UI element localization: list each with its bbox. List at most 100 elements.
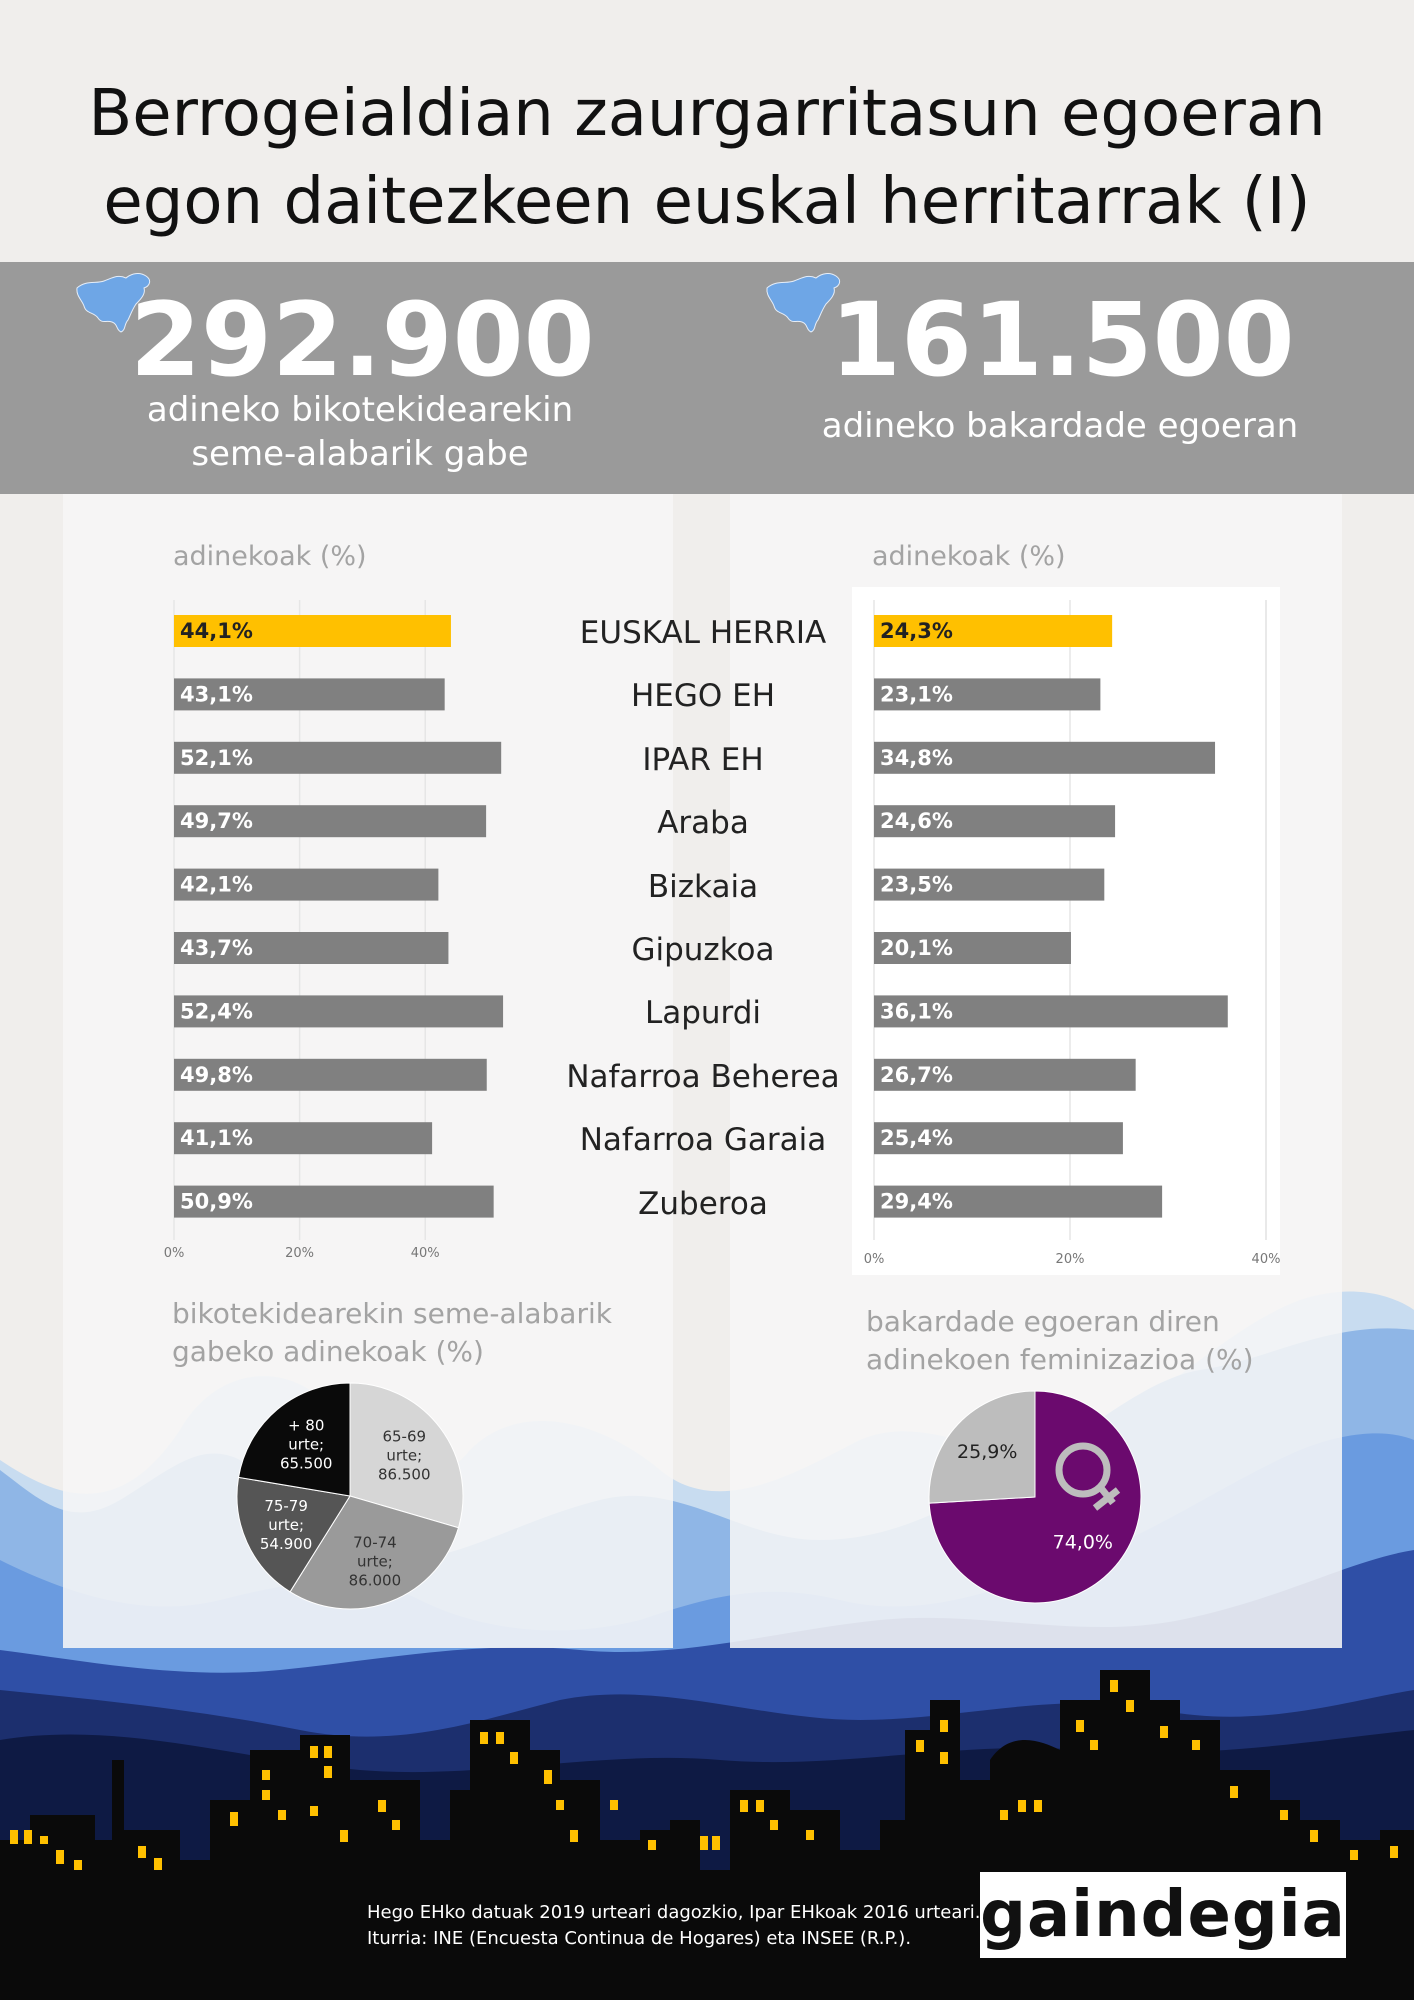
pie-slice [237, 1382, 351, 1497]
page-title: Berrogeialdian zaurgarritasun egoeran eg… [0, 70, 1414, 246]
right-pie-title: bakardade egoeran diren adinekoen femini… [866, 1303, 1254, 1379]
pie-slice-label: urte; [357, 1552, 393, 1570]
gaindegia-logo: gaindegia [980, 1872, 1346, 1958]
bar-value-label: 44,1% [180, 619, 253, 643]
bar-value-label: 24,3% [880, 619, 953, 643]
pie-slice-label: urte; [386, 1446, 422, 1464]
bar-value-label: 41,1% [180, 1126, 253, 1150]
bar [174, 678, 445, 711]
bar [174, 995, 504, 1028]
pie-slice-label: urte; [268, 1516, 304, 1534]
bar [174, 932, 449, 964]
bar-value-label: 36,1% [880, 999, 953, 1023]
bar-value-label: 23,5% [880, 873, 953, 897]
bar-value-label: 52,1% [180, 746, 253, 770]
bar-value-label: 34,8% [880, 746, 953, 770]
bar-value-label: 52,4% [180, 999, 253, 1023]
bar [874, 678, 1101, 711]
bar-value-label: 29,4% [880, 1190, 953, 1214]
bar [874, 1058, 1136, 1091]
bar [174, 868, 439, 901]
couples-count: 292.900 [130, 281, 595, 400]
x-tick-label: 20% [285, 1246, 314, 1261]
pie-slice-label: 86.500 [378, 1465, 431, 1483]
pie-slice-label: 86.000 [349, 1571, 402, 1589]
bar-charts: 0% 20% 40% 44,1% 43,1% 52,1% 49,7% 42,1% 43,7% 52… [164, 600, 1281, 1267]
right-pie-title-line-1: bakardade egoeran diren [866, 1305, 1220, 1338]
alone-caption: adineko bakardade egoeran [800, 404, 1320, 448]
bar-value-label: 43,7% [180, 936, 253, 960]
bar [874, 1185, 1163, 1218]
left-chart-subtitle: adinekoak (%) [173, 541, 367, 572]
x-tick-label: 0% [164, 1246, 185, 1261]
region-label: Nafarroa Beherea [566, 1058, 840, 1095]
x-tick-label: 40% [411, 1246, 440, 1261]
bar-value-label: 49,8% [180, 1063, 253, 1087]
pie-slice [349, 1382, 464, 1529]
footnote-line-1: Hego EHko datuak 2019 urteari dagozkio, … [367, 1902, 981, 1923]
bar-value-label: 20,1% [880, 936, 953, 960]
female-symbol-icon [1055, 1442, 1121, 1511]
region-label: Bizkaia [647, 868, 759, 905]
bar-value-label: 25,4% [880, 1126, 953, 1150]
pie-slice-label: 75-79 [264, 1497, 308, 1515]
stats-banner [0, 262, 1414, 494]
lit-windows [10, 1680, 1398, 1870]
pie-slice-label: 70-74 [353, 1533, 397, 1551]
right-pie-title-line-2: adinekoen feminizazioa (%) [866, 1343, 1254, 1376]
pie-slice-label: urte; [288, 1435, 324, 1453]
right-chart-subtitle: adinekoak (%) [872, 541, 1066, 572]
title-line-1: Berrogeialdian zaurgarritasun egoeran [88, 77, 1326, 151]
bar [874, 615, 1113, 647]
bar [874, 1122, 1123, 1155]
pie-slice-label: 65.500 [280, 1454, 333, 1472]
region-label: IPAR EH [642, 741, 764, 778]
couples-caption-line-1: adineko bikotekidearekin [146, 390, 574, 430]
pie-slice-label: 65-69 [382, 1427, 426, 1445]
bar-value-label: 23,1% [880, 682, 953, 706]
pie-slice [289, 1495, 460, 1610]
bar-value-label: 50,9% [180, 1190, 253, 1214]
couples-caption: adineko bikotekidearekin seme-alabarik g… [120, 388, 600, 476]
left-pie-title-line-1: bikotekidearekin seme-alabarik [172, 1297, 612, 1330]
couples-caption-line-2: seme-alabarik gabe [191, 434, 529, 474]
x-tick-label: 0% [864, 1252, 885, 1267]
pie-slice [928, 1390, 1036, 1504]
bar [874, 868, 1105, 901]
bar [174, 805, 487, 838]
region-label: HEGO EH [630, 678, 776, 715]
region-label: Gipuzkoa [631, 932, 775, 968]
bar [174, 1185, 494, 1218]
pie-slice-label: 25,9% [957, 1441, 1017, 1463]
bar-value-label: 24,6% [880, 809, 953, 833]
basque-country-map-icon [766, 273, 841, 333]
bar [874, 741, 1216, 774]
bar-value-label: 49,7% [180, 809, 253, 833]
pie-slice-label: 54.900 [260, 1535, 313, 1553]
bar [874, 932, 1071, 964]
footnote-line-2: Iturria: INE (Encuesta Continua de Hogar… [367, 1928, 912, 1949]
region-label: EUSKAL HERRIA [579, 615, 827, 651]
bar [874, 995, 1228, 1028]
bar [174, 1058, 487, 1091]
pie-slice [236, 1476, 351, 1593]
footnote: Hego EHko datuak 2019 urteari dagozkio, … [367, 1900, 981, 1952]
left-pie-title: bikotekidearekin seme-alabarik gabeko ad… [172, 1295, 612, 1371]
bar [874, 805, 1116, 838]
left-pie-title-line-2: gabeko adinekoak (%) [172, 1335, 484, 1368]
bar [174, 741, 502, 774]
pie-charts: 65-69urte;86.50070-74urte;86.00075-79urt… [236, 1382, 1142, 1610]
pie-slice-label: 74,0% [1053, 1531, 1113, 1553]
bar-value-label: 42,1% [180, 873, 253, 897]
pie-slice-label: + 80 [288, 1416, 324, 1434]
bar [174, 1122, 433, 1155]
title-line-2: egon daitezkeen euskal herritarrak (I) [103, 165, 1311, 239]
region-label: Zuberoa [638, 1185, 768, 1222]
bar [174, 615, 451, 647]
bar-value-label: 43,1% [180, 682, 253, 706]
alone-caption-line-1: adineko bakardade egoeran [821, 406, 1299, 446]
x-tick-label: 40% [1252, 1252, 1281, 1267]
x-tick-label: 20% [1056, 1252, 1085, 1267]
basque-country-map-icon [76, 273, 151, 333]
bar-value-label: 26,7% [880, 1063, 953, 1087]
